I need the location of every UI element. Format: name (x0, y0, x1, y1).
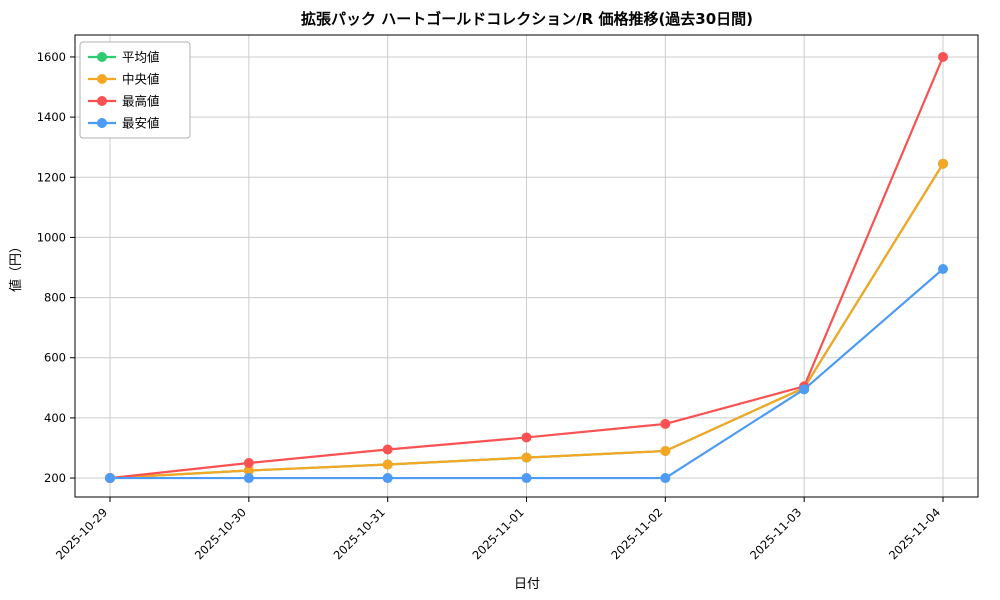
legend-label: 中央値 (122, 72, 160, 87)
data-point (382, 459, 393, 470)
axis-ticks (70, 56, 944, 502)
plot-border (74, 34, 979, 498)
x-tick-label: 2025-10-30 (192, 505, 249, 562)
y-tick-label: 1200 (37, 170, 66, 184)
data-point (105, 473, 115, 484)
y-tick-label: 1600 (37, 50, 66, 64)
legend-marker (97, 52, 107, 62)
data-point (521, 473, 532, 484)
legend-label: 最安値 (122, 116, 160, 131)
data-point (660, 418, 671, 429)
data-point (521, 432, 532, 443)
x-tick-label: 2025-11-01 (469, 505, 526, 562)
data-point (243, 458, 254, 469)
x-axis-label: 日付 (514, 577, 540, 592)
y-tick-label: 200 (44, 471, 66, 485)
y-tick-label: 800 (44, 291, 66, 305)
chart-title: 拡張パック ハートゴールドコレクション/R 価格推移(過去30日間) (301, 10, 753, 28)
y-tick-label: 1400 (37, 110, 66, 124)
x-tick-label: 2025-11-03 (747, 505, 804, 562)
x-tick-label: 2025-11-02 (608, 505, 665, 562)
data-point (938, 51, 948, 62)
x-tick-label: 2025-10-31 (331, 505, 388, 562)
data-point (938, 158, 948, 169)
y-axis-label: 値（円） (8, 240, 24, 292)
legend-marker (97, 96, 107, 106)
y-tick-label: 1000 (37, 230, 66, 244)
y-tick-label: 400 (44, 411, 66, 425)
legend-marker (97, 118, 107, 128)
x-tick-label: 2025-11-04 (886, 505, 943, 562)
data-point (660, 445, 671, 456)
data-point (382, 473, 393, 484)
legend-box (79, 41, 191, 139)
x-tick-label: 2025-10-29 (53, 505, 110, 562)
data-point (938, 264, 948, 275)
y-tick-label: 600 (44, 351, 66, 365)
data-point (243, 465, 254, 476)
data-series (105, 51, 948, 484)
data-point (243, 473, 254, 484)
data-point (382, 444, 393, 455)
data-point (521, 452, 532, 463)
legend-label: 最高値 (122, 94, 160, 109)
legend-marker (97, 74, 107, 84)
data-point (799, 384, 810, 395)
legend-label: 平均値 (122, 50, 160, 65)
data-point (660, 473, 671, 484)
